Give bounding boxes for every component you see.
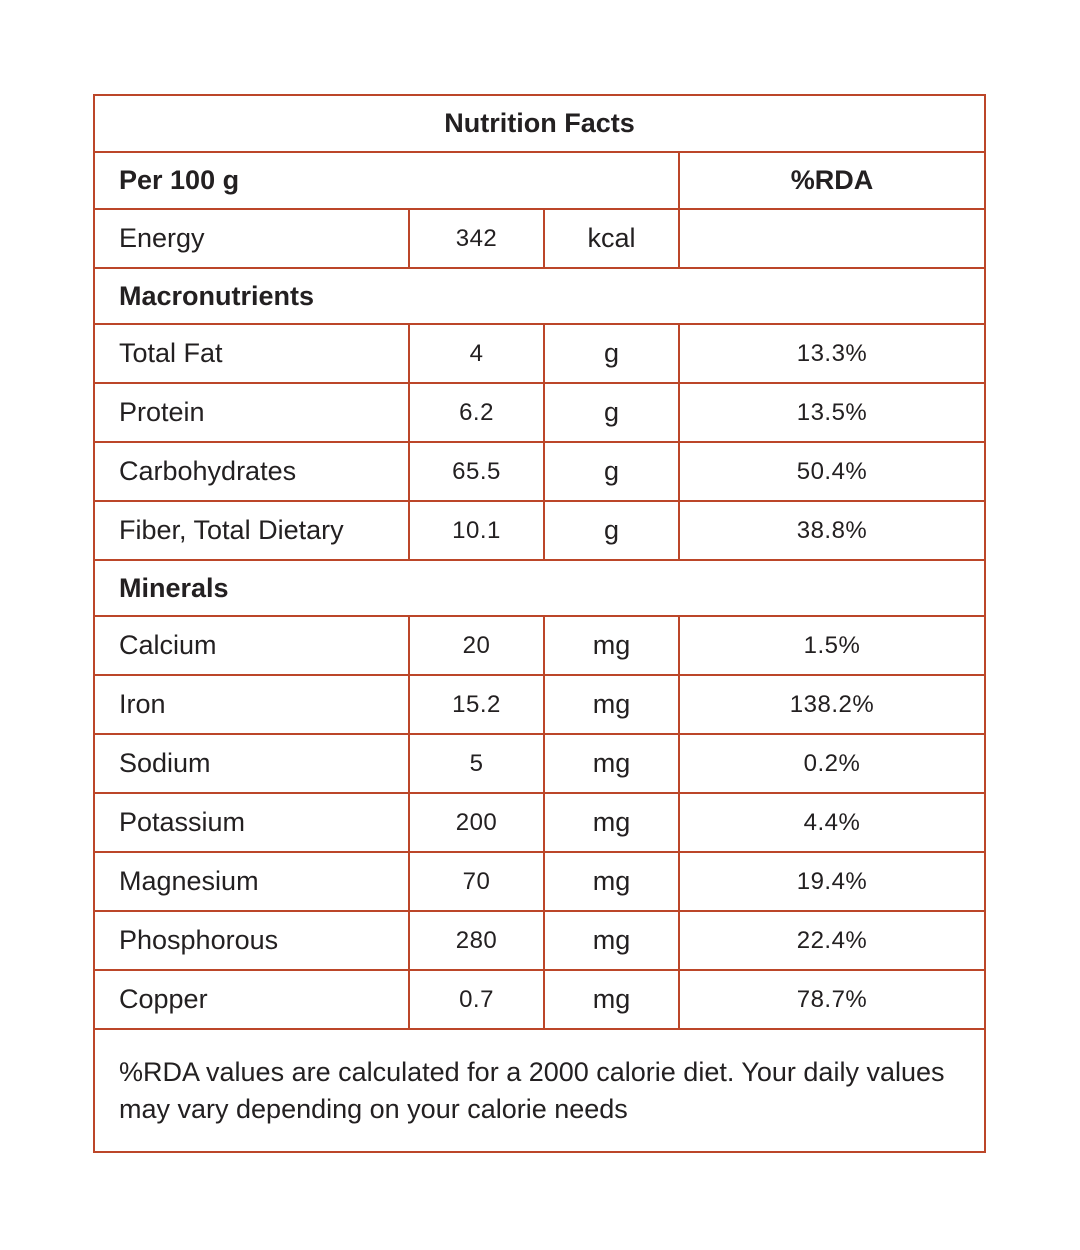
nutrient-rda: 138.2% (789, 690, 875, 718)
nutrient-value: 6.2 (410, 384, 545, 441)
nutrient-value: 70 (410, 853, 545, 910)
nutrient-rda: 22.4% (796, 926, 868, 954)
nutrient-label: Phosphorous (95, 912, 410, 969)
nutrient-value: 280 (410, 912, 545, 969)
nutrient-rda: 38.8% (796, 516, 868, 544)
section-header-row: Macronutrients (95, 269, 984, 325)
rda-footnote: %RDA values are calculated for a 2000 ca… (119, 1056, 945, 1124)
section-header-row: Minerals (95, 561, 984, 617)
nutrient-label: Sodium (95, 735, 410, 792)
nutrition-facts-table: Nutrition Facts Per 100 g %RDA Energy 34… (93, 94, 986, 1153)
nutrient-rda: 1.5% (803, 631, 861, 659)
serving-size-label: Per 100 g (95, 153, 680, 208)
nutrient-row: Calcium 20 mg 1.5% (95, 617, 984, 676)
nutrient-row: Potassium 200 mg 4.4% (95, 794, 984, 853)
nutrient-unit: g (545, 502, 680, 559)
nutrient-unit: g (545, 325, 680, 382)
nutrient-rda: 78.7% (796, 985, 868, 1013)
nutrient-row: Iron 15.2 mg 138.2% (95, 676, 984, 735)
nutrient-label: Iron (95, 676, 410, 733)
rda-column-header: %RDA (790, 165, 874, 195)
nutrient-value: 10.1 (410, 502, 545, 559)
nutrient-unit: mg (545, 794, 680, 851)
nutrient-rda (680, 210, 984, 267)
nutrient-label: Total Fat (95, 325, 410, 382)
table-header-row: Per 100 g %RDA (95, 153, 984, 210)
nutrient-label: Carbohydrates (95, 443, 410, 500)
energy-row: Energy 342 kcal (95, 210, 984, 269)
nutrient-label: Protein (95, 384, 410, 441)
nutrient-rda: 13.3% (796, 339, 868, 367)
nutrient-label: Calcium (95, 617, 410, 674)
nutrient-rda: 50.4% (796, 457, 868, 485)
nutrient-unit: g (545, 384, 680, 441)
nutrient-unit: mg (545, 676, 680, 733)
nutrient-row: Copper 0.7 mg 78.7% (95, 971, 984, 1030)
nutrient-row: Fiber, Total Dietary 10.1 g 38.8% (95, 502, 984, 561)
nutrient-rda: 13.5% (796, 398, 868, 426)
nutrient-value: 0.7 (410, 971, 545, 1028)
nutrient-value: 20 (410, 617, 545, 674)
nutrient-row: Sodium 5 mg 0.2% (95, 735, 984, 794)
nutrient-label: Fiber, Total Dietary (95, 502, 410, 559)
table-title: Nutrition Facts (444, 108, 635, 138)
nutrient-rda: 19.4% (796, 867, 868, 895)
nutrient-label: Magnesium (95, 853, 410, 910)
section-heading: Minerals (119, 572, 229, 603)
nutrient-label: Copper (95, 971, 410, 1028)
nutrient-value: 4 (410, 325, 545, 382)
nutrient-value: 65.5 (410, 443, 545, 500)
nutrient-unit: mg (545, 853, 680, 910)
nutrient-value: 200 (410, 794, 545, 851)
nutrient-value: 15.2 (410, 676, 545, 733)
nutrient-unit: mg (545, 617, 680, 674)
nutrient-unit: kcal (545, 210, 680, 267)
nutrient-value: 342 (410, 210, 545, 267)
nutrient-row: Carbohydrates 65.5 g 50.4% (95, 443, 984, 502)
nutrient-label: Energy (95, 210, 410, 267)
nutrient-unit: g (545, 443, 680, 500)
nutrient-unit: mg (545, 912, 680, 969)
nutrient-row: Phosphorous 280 mg 22.4% (95, 912, 984, 971)
nutrient-row: Magnesium 70 mg 19.4% (95, 853, 984, 912)
nutrient-row: Protein 6.2 g 13.5% (95, 384, 984, 443)
footnote-row: %RDA values are calculated for a 2000 ca… (95, 1030, 984, 1151)
nutrient-rda: 4.4% (803, 808, 861, 836)
table-title-row: Nutrition Facts (95, 96, 984, 153)
section-heading: Macronutrients (119, 280, 315, 311)
nutrient-value: 5 (410, 735, 545, 792)
nutrient-unit: mg (545, 971, 680, 1028)
nutrient-label: Potassium (95, 794, 410, 851)
nutrient-rda: 0.2% (803, 749, 861, 777)
nutrient-row: Total Fat 4 g 13.3% (95, 325, 984, 384)
nutrient-unit: mg (545, 735, 680, 792)
